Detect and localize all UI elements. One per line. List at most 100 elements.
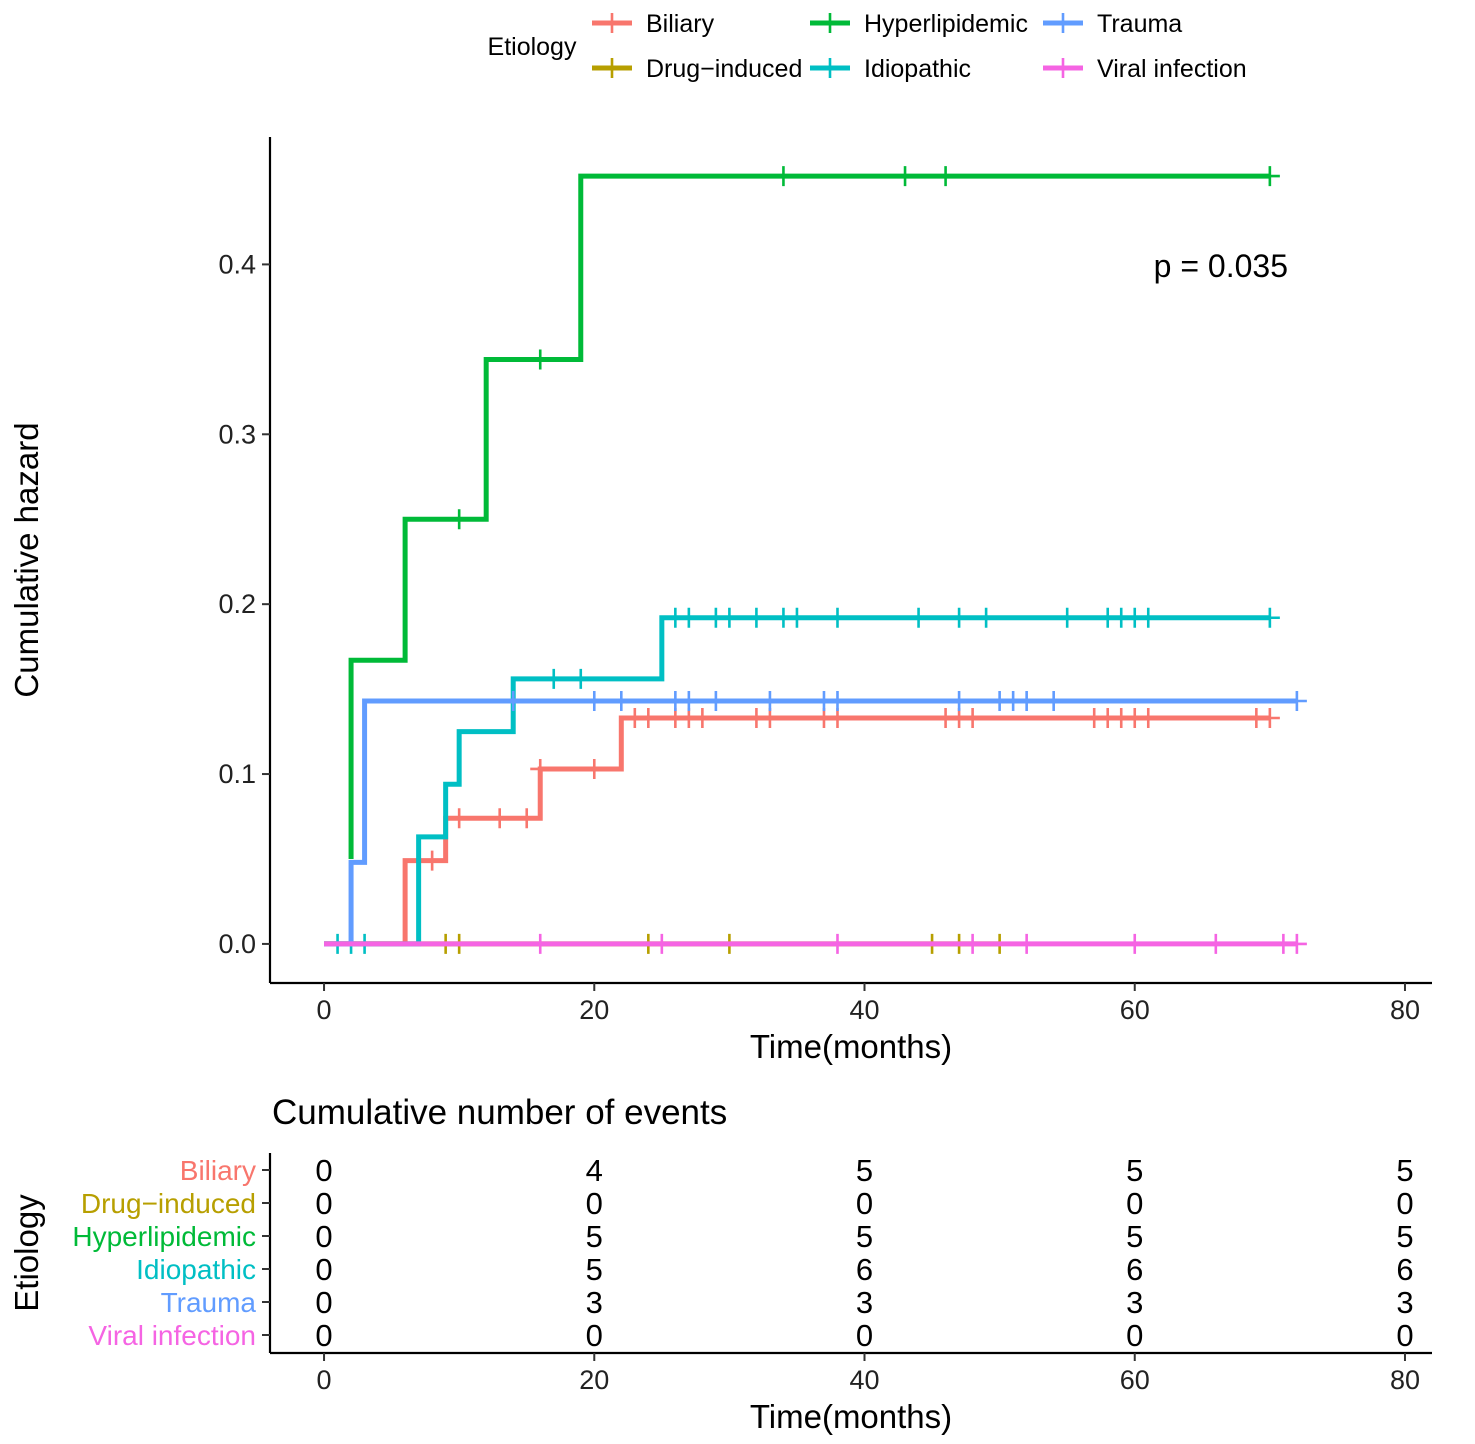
censor-mark-trauma <box>1016 691 1037 711</box>
p-value-annotation: p = 0.035 <box>1154 248 1288 284</box>
censor-mark-biliary <box>827 707 848 728</box>
table-x-tick-label: 60 <box>1120 1365 1150 1395</box>
censor-mark-idiopathic <box>949 607 970 628</box>
table-cell: 0 <box>315 1153 332 1188</box>
table-cell: 0 <box>1396 1318 1413 1353</box>
y-tick-label: 0.3 <box>218 419 256 449</box>
censor-mark-hyperlipidemic <box>895 166 916 187</box>
table-cell: 5 <box>856 1219 873 1254</box>
censor-mark-hyperlipidemic <box>1259 166 1280 187</box>
x-tick-label: 0 <box>317 995 332 1025</box>
table-cell: 5 <box>856 1153 873 1188</box>
legend-label-drug-induced: Drug−induced <box>646 55 802 83</box>
x-tick-label: 60 <box>1120 995 1150 1025</box>
censor-mark-idiopathic <box>827 607 848 628</box>
censor-mark-viral-infection <box>962 933 983 954</box>
table-x-tick-label: 0 <box>317 1365 332 1395</box>
risk-table-title: Cumulative number of events <box>272 1093 727 1132</box>
legend-key-mark-viral-infection <box>1053 58 1073 78</box>
censor-mark-idiopathic <box>976 607 997 628</box>
table-cell: 5 <box>1396 1219 1413 1254</box>
table-cell: 0 <box>1126 1318 1143 1353</box>
table-x-tick-label: 20 <box>579 1365 609 1395</box>
table-cell: 0 <box>315 1219 332 1254</box>
table-cell: 0 <box>315 1252 332 1287</box>
censor-mark-biliary <box>516 808 537 829</box>
table-cell: 5 <box>1126 1153 1143 1188</box>
y-axis-label: Cumulative hazard <box>8 422 45 697</box>
censor-mark-viral-infection <box>1205 933 1226 954</box>
censor-mark-idiopathic <box>746 607 767 628</box>
censor-mark-biliary <box>759 707 780 728</box>
censor-mark-trauma <box>827 691 848 711</box>
table-row-label-drug-induced: Drug−induced <box>81 1188 256 1219</box>
table-x-axis-label: Time(months) <box>750 1398 952 1435</box>
table-cell: 3 <box>586 1285 603 1320</box>
table-cell: 5 <box>586 1252 603 1287</box>
censor-mark-biliary <box>584 758 605 779</box>
censor-mark-trauma <box>678 691 699 711</box>
table-cell: 6 <box>856 1252 873 1287</box>
y-tick-label: 0.2 <box>218 589 256 619</box>
censor-mark-biliary <box>449 808 470 829</box>
table-row-label-hyperlipidemic: Hyperlipidemic <box>72 1221 256 1252</box>
censor-mark-idiopathic <box>543 668 564 689</box>
series-line-hyperlipidemic <box>348 173 1270 859</box>
censor-mark-trauma <box>705 691 726 711</box>
censor-mark-trauma <box>949 691 970 711</box>
x-axis-label: Time(months) <box>750 1028 952 1065</box>
legend-label-hyperlipidemic: Hyperlipidemic <box>864 10 1028 38</box>
table-cell: 6 <box>1396 1252 1413 1287</box>
table-x-tick-label: 80 <box>1390 1365 1420 1395</box>
censor-mark-viral-infection <box>1286 933 1307 954</box>
censor-mark-biliary <box>692 707 713 728</box>
censor-mark-hyperlipidemic <box>449 509 470 530</box>
table-cell: 5 <box>1126 1219 1143 1254</box>
table-cell: 0 <box>856 1186 873 1221</box>
y-tick-label: 0.4 <box>218 249 256 279</box>
y-tick-label: 0.0 <box>218 929 256 959</box>
legend-key-mark-trauma <box>1053 13 1073 33</box>
x-tick-label: 80 <box>1390 995 1420 1025</box>
series-line-trauma <box>324 698 1297 947</box>
legend-label-viral-infection: Viral infection <box>1097 55 1247 83</box>
censor-mark-trauma <box>503 691 524 711</box>
table-cell: 0 <box>315 1186 332 1221</box>
series-line-idiopathic <box>324 615 1270 947</box>
censor-mark-viral-infection <box>827 933 848 954</box>
censor-mark-idiopathic <box>678 607 699 628</box>
censor-mark-idiopathic <box>1057 607 1078 628</box>
legend-key-mark-biliary <box>602 13 622 33</box>
censor-mark-biliary <box>638 707 659 728</box>
table-row-label-trauma: Trauma <box>161 1287 257 1318</box>
x-tick-label: 20 <box>579 995 609 1025</box>
censor-mark-hyperlipidemic <box>935 166 956 187</box>
legend-label-biliary: Biliary <box>646 10 715 38</box>
table-cell: 4 <box>586 1153 603 1188</box>
censor-mark-biliary <box>1138 707 1159 728</box>
censor-mark-idiopathic <box>908 607 929 628</box>
table-cell: 0 <box>315 1285 332 1320</box>
censor-mark-idiopathic <box>786 607 807 628</box>
legend-key-mark-idiopathic <box>820 58 840 78</box>
legend-label-idiopathic: Idiopathic <box>864 55 971 83</box>
censor-mark-viral-infection <box>651 933 672 954</box>
x-tick-label: 40 <box>849 995 879 1025</box>
censor-mark-viral-infection <box>1016 933 1037 954</box>
censor-mark-idiopathic <box>719 607 740 628</box>
censor-mark-biliary <box>962 707 983 728</box>
table-cell: 0 <box>1396 1186 1413 1221</box>
censor-mark-hyperlipidemic <box>530 349 551 370</box>
table-cell: 0 <box>586 1318 603 1353</box>
legend-key-mark-hyperlipidemic <box>820 13 840 33</box>
censor-mark-hyperlipidemic <box>773 166 794 187</box>
table-cell: 5 <box>586 1219 603 1254</box>
table-cell: 0 <box>586 1186 603 1221</box>
table-cell: 3 <box>856 1285 873 1320</box>
censor-mark-viral-infection <box>530 933 551 954</box>
censor-mark-idiopathic <box>1138 607 1159 628</box>
censor-mark-biliary <box>530 758 551 779</box>
censor-mark-idiopathic <box>570 668 591 689</box>
